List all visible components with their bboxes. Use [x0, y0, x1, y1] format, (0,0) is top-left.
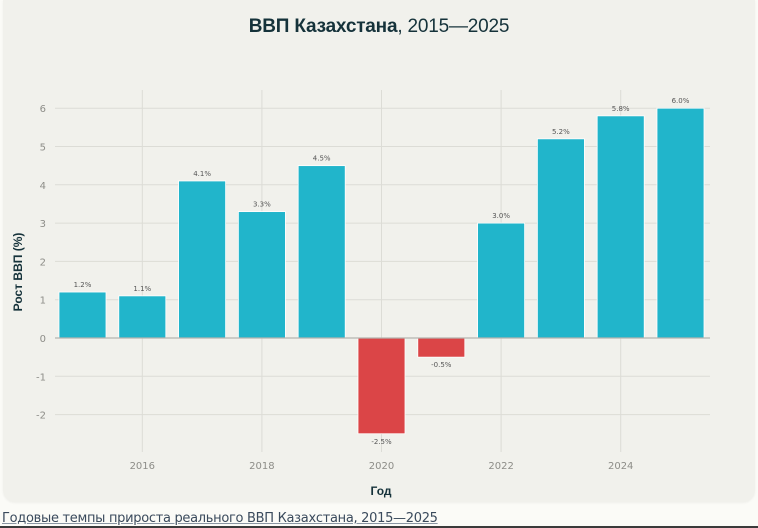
y-tick-label: -2: [36, 411, 46, 422]
y-tick-label: 4: [40, 181, 46, 192]
bottom-divider: [0, 526, 758, 528]
bar-value-label: 6.0%: [672, 97, 690, 105]
chart-caption-link[interactable]: Годовые темпы прироста реального ВВП Каз…: [2, 511, 438, 526]
bar-value-label: -0.5%: [431, 361, 452, 369]
bar-2023[interactable]: [537, 138, 585, 339]
bar-value-label: 1.2%: [74, 281, 92, 289]
y-axis-title: Рост ВВП (%): [11, 233, 25, 312]
y-tick-label: 5: [40, 143, 46, 154]
bar-2019[interactable]: [297, 165, 346, 339]
bar-2024[interactable]: [596, 115, 645, 339]
y-tick-label: 2: [40, 257, 46, 268]
chart-title-bold: ВВП Казахстана: [248, 16, 398, 37]
y-tick-label: 3: [40, 219, 46, 230]
bar-2015[interactable]: [58, 291, 107, 339]
bar-value-label: -2.5%: [371, 438, 392, 446]
bar-2022[interactable]: [477, 222, 526, 339]
bar-2016[interactable]: [118, 295, 167, 339]
x-tick-label: 2022: [488, 461, 513, 472]
y-tick-label: -1: [36, 372, 46, 383]
x-tick-label: 2024: [608, 461, 633, 472]
x-tick-label: 2020: [369, 461, 394, 472]
bar-chart: -2 -1 0 1 2 3 4 5 6 2016 2018 2020 2022 2024 1.2% 1.1% 4…: [11, 90, 710, 498]
bar-2021[interactable]: [417, 337, 466, 358]
y-tick-label: 0: [40, 334, 46, 345]
bar-value-label: 4.1%: [193, 170, 211, 178]
y-tick-label: 6: [40, 104, 46, 115]
bar-value-label: 3.3%: [253, 201, 271, 209]
bar-value-label: 1.1%: [133, 285, 151, 293]
x-axis-title: Год: [371, 484, 392, 498]
bar-value-label: 3.0%: [492, 212, 510, 220]
bar-2025[interactable]: [656, 107, 705, 339]
bar-value-label: 4.5%: [313, 155, 331, 163]
chart-title-years: , 2015—2025: [397, 16, 510, 37]
bar-value-label: 5.8%: [612, 105, 630, 113]
bar-2018[interactable]: [237, 211, 286, 339]
x-tick-label: 2016: [130, 461, 155, 472]
bar-2017[interactable]: [178, 180, 227, 339]
chart-title: ВВП Казахстана, 2015—2025: [0, 16, 758, 38]
x-tick-label: 2018: [249, 461, 274, 472]
y-tick-label: 1: [40, 296, 46, 307]
bar-2020[interactable]: [357, 337, 406, 435]
bar-value-label: 5.2%: [552, 128, 570, 136]
